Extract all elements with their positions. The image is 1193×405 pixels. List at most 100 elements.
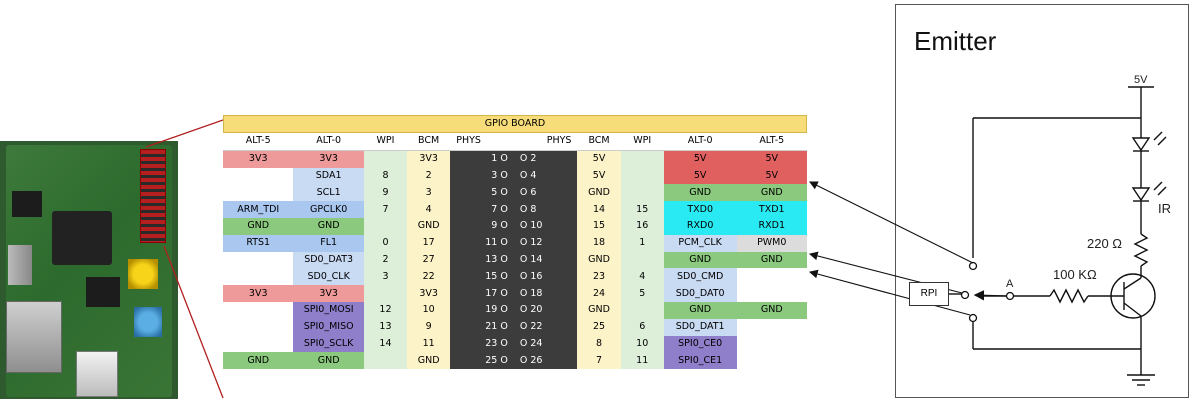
gpio-cell-l-wpi (363, 150, 408, 168)
gpio-cell-r-alt0: SD0_DAT0 (663, 285, 737, 302)
gpio-cell-l-alt0: GND (293, 352, 364, 370)
gpio-cell-l-alt0: SPI0_MISO (293, 318, 364, 336)
gpio-cell-l-wpi (363, 217, 408, 235)
gpio-cell-r-alt5: 5V (736, 150, 807, 168)
gpio-cell-l-alt0: GND (293, 217, 364, 235)
gpio-cell-r-wpi (620, 184, 664, 202)
pi-ethernet-jack (76, 351, 118, 397)
gpio-cell-l-wpi: 7 (363, 201, 408, 218)
gpio-cell-r-alt5: 5V (736, 167, 807, 185)
gpio-cell-r-wpi: 11 (620, 352, 664, 370)
gpio-cell-l-bcm: 10 (407, 301, 451, 319)
col-header: BCM (577, 133, 621, 151)
col-header: ALT-5 (223, 133, 294, 151)
gpio-cell-r-alt5: PWM0 (736, 234, 807, 252)
gpio-cell-l-alt0: SD0_CLK (293, 268, 364, 286)
gpio-cell-l-bcm: 3V3 (407, 150, 451, 168)
gpio-cell-l-phys: 19 O (450, 301, 514, 319)
gpio-cell-l-bcm: 4 (407, 201, 451, 218)
gpio-cell-l-alt5: 3V3 (223, 150, 294, 168)
gpio-cell-r-bcm: GND (577, 301, 621, 319)
gpio-cell-r-alt0: RXD0 (663, 217, 737, 235)
gpio-cell-l-bcm: 27 (407, 251, 451, 269)
gpio-cell-l-alt0: SPI0_SCLK (293, 335, 364, 353)
gpio-cell-l-bcm: 17 (407, 234, 451, 252)
gpio-cell-l-alt5 (223, 318, 294, 336)
gpio-cell-r-bcm: GND (577, 184, 621, 202)
col-header: ALT-0 (663, 133, 737, 151)
gpio-cell-r-alt5: RXD1 (736, 217, 807, 235)
node-a (1005, 291, 1015, 301)
emitter-panel (895, 4, 1189, 398)
gpio-cell-l-wpi: 3 (363, 268, 408, 286)
gpio-cell-r-alt5 (736, 335, 807, 353)
gpio-cell-r-phys: O 12 (513, 234, 578, 252)
gpio-cell-l-bcm: 2 (407, 167, 451, 185)
supply-label: 5V (1134, 74, 1148, 86)
gpio-cell-l-phys: 1 O (450, 150, 514, 168)
gpio-cell-r-alt0: GND (663, 251, 737, 269)
gpio-cell-l-alt5 (223, 184, 294, 202)
gpio-cell-r-wpi: 10 (620, 335, 664, 353)
ir-led-diode (1131, 187, 1151, 202)
gpio-cell-r-bcm: 14 (577, 201, 621, 218)
gpio-cell-r-alt5: GND (736, 251, 807, 269)
pi-chip (86, 277, 120, 307)
gpio-cell-l-phys: 25 O (450, 352, 514, 370)
gpio-cell-r-bcm: 5V (577, 167, 621, 185)
gpio-cell-r-wpi: 4 (620, 268, 664, 286)
light-arrow (1157, 186, 1167, 196)
gpio-cell-r-phys: O 26 (513, 352, 578, 370)
gpio-cell-l-alt0: SCL1 (293, 184, 364, 202)
gpio-cell-r-alt5 (736, 268, 807, 286)
gpio-cell-l-bcm: 3V3 (407, 285, 451, 302)
node-a-label: A (1006, 278, 1014, 290)
gpio-cell-l-alt5 (223, 335, 294, 353)
gpio-cell-r-alt0: 5V (663, 150, 737, 168)
gpio-cell-l-alt0: SDA1 (293, 167, 364, 185)
gpio-cell-r-bcm: 7 (577, 352, 621, 370)
gpio-cell-r-bcm: 25 (577, 318, 621, 336)
gpio-cell-r-phys: O 4 (513, 167, 578, 185)
gpio-cell-r-phys: O 20 (513, 301, 578, 319)
gpio-cell-l-wpi: 8 (363, 167, 408, 185)
gpio-cell-r-wpi (620, 150, 664, 168)
gpio-cell-r-bcm: 8 (577, 335, 621, 353)
col-header: PHYS (513, 133, 578, 151)
gpio-cell-l-phys: 11 O (450, 234, 514, 252)
gpio-cell-r-bcm: 15 (577, 217, 621, 235)
gpio-cell-l-alt5: GND (223, 352, 294, 370)
gpio-cell-l-alt5 (223, 301, 294, 319)
gpio-cell-r-alt0: 5V (663, 167, 737, 185)
col-header: WPI (363, 133, 408, 151)
gpio-cell-l-wpi (363, 352, 408, 370)
led-diode (1131, 137, 1151, 152)
resistor-220-label: 220 Ω (1087, 236, 1123, 251)
gpio-cell-r-wpi (620, 251, 664, 269)
gpio-cell-r-phys: O 8 (513, 201, 578, 218)
gpio-cell-r-phys: O 10 (513, 217, 578, 235)
gpio-cell-l-phys: 15 O (450, 268, 514, 286)
switch-contact-5v (968, 261, 978, 271)
gpio-cell-r-alt0: SD0_CMD (663, 268, 737, 286)
light-arrow (1153, 181, 1163, 191)
gpio-cell-l-bcm: GND (407, 217, 451, 235)
rpi-box: RPI (909, 282, 949, 306)
pi-cpu (52, 211, 112, 265)
gpio-cell-r-alt0: GND (663, 184, 737, 202)
gpio-cell-r-alt0: SPI0_CE0 (663, 335, 737, 353)
gpio-cell-r-bcm: GND (577, 251, 621, 269)
gpio-header-row: ALT-5 ALT-0 WPI BCM PHYS PHYS BCM WPI AL… (223, 133, 807, 151)
gpio-cell-r-wpi: 5 (620, 285, 664, 302)
emitter-title: Emitter (914, 26, 997, 56)
gpio-cell-r-alt5 (736, 352, 807, 370)
gpio-cell-r-phys: O 24 (513, 335, 578, 353)
gpio-cell-r-phys: O 18 (513, 285, 578, 302)
pi-hdmi-port (8, 245, 32, 285)
gpio-cell-r-bcm: 5V (577, 150, 621, 168)
gpio-cell-r-phys: O 16 (513, 268, 578, 286)
